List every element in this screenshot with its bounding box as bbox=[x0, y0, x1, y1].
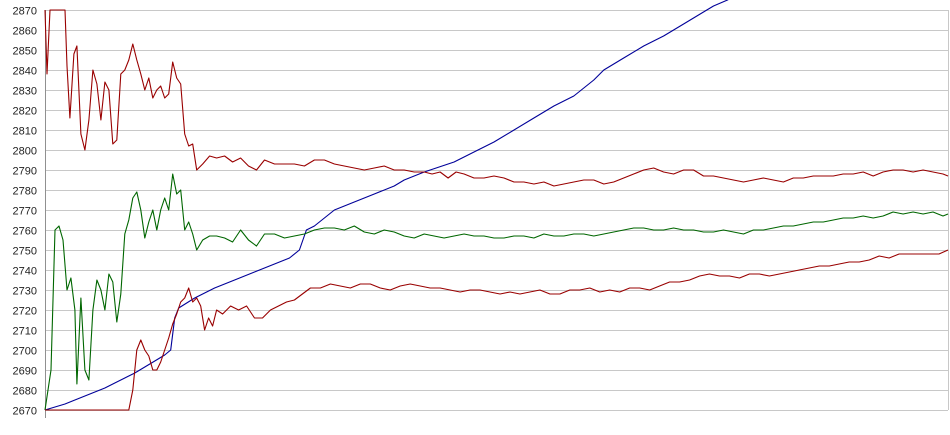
y-tick-label: 2730 bbox=[13, 286, 37, 298]
y-tick-label: 2870 bbox=[13, 6, 37, 18]
y-tick-label: 2670 bbox=[13, 406, 37, 418]
y-tick-label: 2860 bbox=[13, 26, 37, 38]
axes bbox=[45, 10, 949, 418]
series-line-4 bbox=[45, 249, 949, 411]
y-tick-label: 2790 bbox=[13, 166, 37, 178]
y-tick-label: 2830 bbox=[13, 86, 37, 98]
y-tick-label: 2800 bbox=[13, 146, 37, 158]
y-tick-label: 2720 bbox=[13, 306, 37, 318]
y-tick-label: 2840 bbox=[13, 66, 37, 78]
y-tick-label: 2780 bbox=[13, 186, 37, 198]
y-tick-label: 2680 bbox=[13, 386, 37, 398]
y-tick-label: 2690 bbox=[13, 366, 37, 378]
y-tick-label: 2710 bbox=[13, 326, 37, 338]
y-tick-label: 2740 bbox=[13, 266, 37, 278]
y-tick-label: 2750 bbox=[13, 246, 37, 258]
y-tick-labels: 2670 2680 2690 2700 2710 2720 2730 2740 2750 2760… bbox=[13, 6, 37, 418]
series-line-3 bbox=[44, 173, 949, 411]
grid-lines bbox=[45, 10, 948, 411]
y-tick-label: 2810 bbox=[13, 126, 37, 138]
y-tick-label: 2820 bbox=[13, 106, 37, 118]
y-tick-label: 2760 bbox=[13, 226, 37, 238]
y-tick-label: 2700 bbox=[13, 346, 37, 358]
y-tick-label: 2770 bbox=[13, 206, 37, 218]
series-lines bbox=[44, 0, 949, 411]
series-line-2 bbox=[44, 9, 949, 187]
y-tick-label: 2850 bbox=[13, 46, 37, 58]
series-line-1 bbox=[44, 0, 729, 411]
